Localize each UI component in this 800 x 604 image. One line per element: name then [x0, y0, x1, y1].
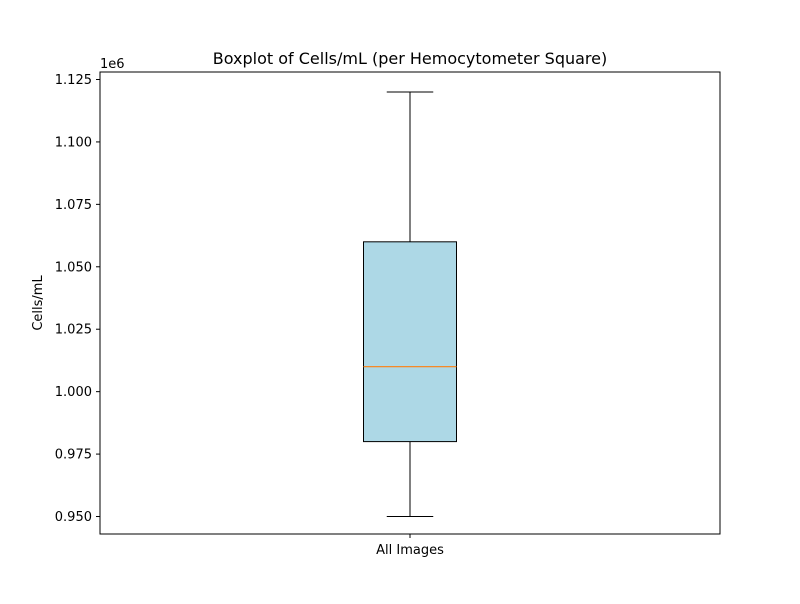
- plot-area: 0.950 0.975 1.000 1.025 1.050 1.075 1.100 1.125…: [55, 73, 457, 558]
- iqr-box: [363, 241, 457, 443]
- y-axis-label: Cells/mL: [31, 275, 46, 331]
- y-tick-label: 0.975: [55, 448, 92, 463]
- y-tick-label: 1.100: [55, 135, 92, 150]
- x-tick-label: All Images: [376, 543, 444, 558]
- axes-frame: [99, 71, 721, 535]
- y-tick-label: 1.125: [55, 73, 92, 88]
- y-tick-label: 1.075: [55, 198, 92, 213]
- chart-title: Boxplot of Cells/mL (per Hemocytometer S…: [213, 49, 607, 68]
- y-tick-label: 1.025: [55, 323, 92, 338]
- y-tick-label: 1.000: [55, 385, 92, 400]
- y-tick-label: 0.950: [55, 510, 92, 525]
- y-tick-label: 1.050: [55, 260, 92, 275]
- y-axis-offset-label: 1e6: [100, 57, 125, 72]
